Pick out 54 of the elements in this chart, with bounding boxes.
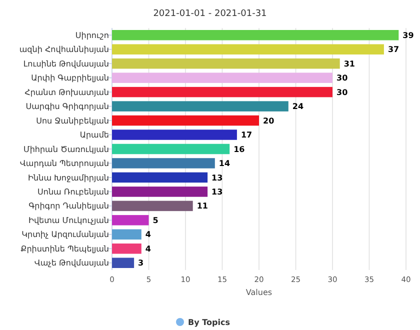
data-label: 4: [145, 230, 152, 240]
y-tick-label: Լուսինե Թովմասյան: [23, 59, 109, 68]
y-tick-label: Հրանտ Թոխատյան: [24, 88, 109, 97]
y-tick-label: Քրիստինե Պեպելյան: [20, 244, 109, 254]
y-tick-label: Կրտիչ Արզումանյան: [22, 230, 109, 240]
bar: [112, 115, 259, 126]
bar: [112, 215, 149, 226]
text: By Topics: [188, 318, 230, 327]
bar: [112, 101, 288, 112]
y-tick-label: Արամե: [80, 130, 109, 140]
bar: [112, 72, 332, 83]
y-tick-label: Սիրուշո: [75, 30, 109, 40]
data-label: 37: [388, 45, 400, 54]
data-label: 5: [152, 216, 159, 225]
y-tick-label: Գրիգոր Դանիելյան: [28, 202, 109, 211]
data-label: 17: [240, 130, 252, 140]
data-label: 3: [138, 258, 144, 268]
data-label: 30: [336, 74, 348, 83]
bar: [112, 229, 142, 240]
bar: [112, 258, 134, 268]
data-label: 24: [292, 102, 304, 112]
y-tick-label: Իննա Խոջամիրյան: [28, 173, 109, 182]
y-tick-label: Սոնա Ռուբենյան: [38, 188, 109, 197]
bar: [112, 172, 208, 183]
data-label: 11: [196, 202, 208, 211]
bar: [112, 58, 340, 69]
y-tick-label: ազնի Հովհաննիսյան: [19, 45, 109, 54]
y-tick-label: Վարդան Պետրոսյան: [20, 159, 109, 168]
bar: [112, 200, 193, 212]
bar: [112, 186, 208, 197]
data-label: 30: [336, 88, 348, 97]
bar: [112, 130, 237, 140]
bar: [112, 86, 332, 98]
y-tick-label: Արփի Գաբրիելյան: [31, 74, 109, 83]
data-label: 14: [218, 159, 230, 168]
data-label: 39: [402, 30, 414, 40]
bar: [112, 244, 142, 254]
bar: [112, 158, 215, 168]
data-label: 4: [145, 244, 152, 254]
bar: [112, 144, 230, 154]
data-label: 13: [212, 173, 223, 182]
y-tick-label: Սոս Ջանիբեկյան: [36, 116, 109, 126]
data-label: 31: [344, 59, 356, 68]
data-label: 20: [263, 116, 275, 126]
bar: [112, 44, 384, 54]
x-axis-title: Values: [246, 288, 272, 297]
data-label: 13: [212, 188, 223, 197]
bar: [112, 30, 399, 40]
y-tick-label: Միհրան Ծառուկյան: [24, 144, 109, 154]
y-tick-label: Վաչե Թովմասյան: [34, 258, 109, 268]
data-label: 16: [234, 144, 246, 154]
y-tick-label: Սարգիս Գրիգորյան: [26, 102, 109, 112]
y-tick-label: Իվետա Մուկուչյան: [28, 216, 109, 225]
chart-title: 2021-01-01 - 2021-01-31: [153, 9, 267, 19]
